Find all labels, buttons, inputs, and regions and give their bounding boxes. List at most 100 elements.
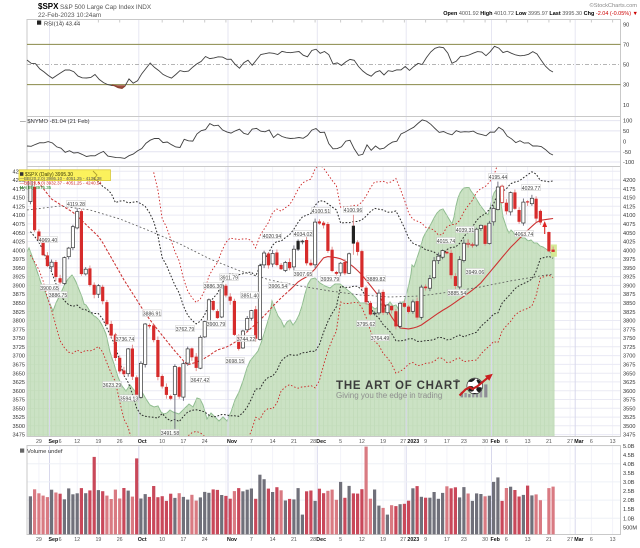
svg-text:14: 14 xyxy=(270,439,276,445)
svg-text:3875: 3875 xyxy=(623,292,635,298)
svg-text:9: 9 xyxy=(424,537,427,543)
svg-text:23: 23 xyxy=(461,537,467,543)
svg-text:THE ART OF CHART: THE ART OF CHART xyxy=(336,380,461,392)
svg-text:19: 19 xyxy=(380,537,386,543)
svg-text:3500: 3500 xyxy=(623,424,635,430)
svg-text:13: 13 xyxy=(525,439,531,445)
svg-text:28: 28 xyxy=(310,439,316,445)
svg-text:Dec: Dec xyxy=(316,537,326,543)
svg-text:3911.79: 3911.79 xyxy=(220,276,238,282)
svg-text:3700: 3700 xyxy=(13,354,25,360)
svg-text:5: 5 xyxy=(339,537,342,543)
svg-text:26: 26 xyxy=(117,537,123,543)
svg-text:30: 30 xyxy=(623,83,629,89)
svg-text:3525: 3525 xyxy=(13,415,25,421)
svg-text:26: 26 xyxy=(117,439,123,445)
svg-text:3851.40: 3851.40 xyxy=(241,294,260,300)
svg-text:$SPX: $SPX xyxy=(38,2,59,11)
svg-text:6: 6 xyxy=(59,537,62,543)
svg-text:4175: 4175 xyxy=(623,187,635,193)
svg-text:23: 23 xyxy=(461,439,467,445)
svg-text:12: 12 xyxy=(359,537,365,543)
svg-text:4015.74: 4015.74 xyxy=(437,239,456,245)
svg-text:Dec: Dec xyxy=(316,439,326,445)
svg-text:6: 6 xyxy=(59,439,62,445)
svg-text:3525: 3525 xyxy=(623,415,635,421)
svg-text:3736.74: 3736.74 xyxy=(116,337,135,343)
svg-text:2023: 2023 xyxy=(407,439,419,445)
svg-text:6: 6 xyxy=(590,439,593,445)
svg-text:9: 9 xyxy=(424,439,427,445)
svg-text:2.5B: 2.5B xyxy=(623,489,635,495)
svg-text:3906.54: 3906.54 xyxy=(269,284,288,290)
svg-text:®: ® xyxy=(455,378,459,385)
svg-text:4100: 4100 xyxy=(623,213,635,219)
svg-text:3650: 3650 xyxy=(13,371,25,377)
svg-text:3886.91: 3886.91 xyxy=(143,312,162,318)
svg-text:3698.15: 3698.15 xyxy=(226,359,245,365)
svg-text:3600: 3600 xyxy=(13,389,25,395)
svg-text:12: 12 xyxy=(74,439,80,445)
svg-text:21: 21 xyxy=(546,537,552,543)
svg-text:3675: 3675 xyxy=(623,363,635,369)
svg-text:—BB(20,3.0) 3932.37 - 4051.25: —BB(20,3.0) 3932.37 - 4051.25 - 4240.54 xyxy=(20,181,103,186)
svg-text:Giving you the edge in trading: Giving you the edge in trading xyxy=(336,391,442,400)
svg-text:24: 24 xyxy=(202,439,208,445)
svg-text:4200: 4200 xyxy=(623,178,635,184)
svg-text:3975: 3975 xyxy=(13,257,25,263)
svg-text:27: 27 xyxy=(567,439,573,445)
svg-text:10: 10 xyxy=(159,537,165,543)
svg-text:3949.06: 3949.06 xyxy=(466,270,485,276)
svg-text:4125: 4125 xyxy=(13,204,25,210)
svg-text:4195.44: 4195.44 xyxy=(489,175,508,181)
svg-text:4034.02: 4034.02 xyxy=(294,232,313,238)
svg-text:3744.22: 3744.22 xyxy=(237,337,256,343)
svg-text:2.0B: 2.0B xyxy=(623,498,635,504)
svg-text:6: 6 xyxy=(505,439,508,445)
svg-text:3800: 3800 xyxy=(13,319,25,325)
svg-text:4175: 4175 xyxy=(13,187,25,193)
svg-text:3550: 3550 xyxy=(13,406,25,412)
svg-text:1.0B: 1.0B xyxy=(623,516,635,522)
svg-text:19: 19 xyxy=(380,439,386,445)
svg-text:19: 19 xyxy=(95,537,101,543)
svg-text:3775: 3775 xyxy=(13,327,25,333)
svg-text:4029.77: 4029.77 xyxy=(522,186,541,192)
svg-text:3875: 3875 xyxy=(13,292,25,298)
svg-text:3850: 3850 xyxy=(13,301,25,307)
svg-text:Open 4001.92 High 4010.72 Low: Open 4001.92 High 4010.72 Low 3995.97 La… xyxy=(443,11,638,17)
svg-text:3907.65: 3907.65 xyxy=(294,272,313,278)
svg-text:RSI(14) 43.44: RSI(14) 43.44 xyxy=(44,21,81,27)
svg-text:27: 27 xyxy=(400,439,406,445)
svg-text:17: 17 xyxy=(444,439,450,445)
svg-text:Volume undef: Volume undef xyxy=(27,449,63,455)
svg-text:3795.62: 3795.62 xyxy=(357,322,376,328)
svg-text:50: 50 xyxy=(623,129,629,135)
svg-text:4025: 4025 xyxy=(13,240,25,246)
svg-text:90: 90 xyxy=(623,22,629,28)
svg-text:3725: 3725 xyxy=(623,345,635,351)
svg-text:3625: 3625 xyxy=(13,380,25,386)
svg-text:MA(89) 3975.35: MA(89) 3975.35 xyxy=(20,185,52,190)
svg-text:100: 100 xyxy=(623,119,632,125)
svg-text:-50: -50 xyxy=(623,150,631,156)
svg-text:4000: 4000 xyxy=(623,248,635,254)
svg-text:3500: 3500 xyxy=(13,424,25,430)
svg-text:19: 19 xyxy=(95,439,101,445)
svg-text:4069.40: 4069.40 xyxy=(39,238,58,244)
svg-text:24: 24 xyxy=(202,537,208,543)
svg-text:3.5B: 3.5B xyxy=(623,471,635,477)
svg-text:50: 50 xyxy=(623,63,629,69)
svg-text:-100: -100 xyxy=(623,160,634,166)
svg-text:4050: 4050 xyxy=(13,231,25,237)
svg-text:3491.58: 3491.58 xyxy=(161,431,180,437)
svg-text:4100: 4100 xyxy=(13,213,25,219)
svg-text:4200: 4200 xyxy=(13,178,25,184)
svg-text:Nov: Nov xyxy=(227,439,237,445)
svg-text:3889.82: 3889.82 xyxy=(367,277,386,283)
svg-text:3762.79: 3762.79 xyxy=(176,327,195,333)
svg-text:3475: 3475 xyxy=(13,433,25,439)
svg-text:— $NYMO -81.04 (21 Feb): — $NYMO -81.04 (21 Feb) xyxy=(20,119,90,125)
svg-text:7: 7 xyxy=(250,439,253,445)
svg-text:12: 12 xyxy=(74,537,80,543)
